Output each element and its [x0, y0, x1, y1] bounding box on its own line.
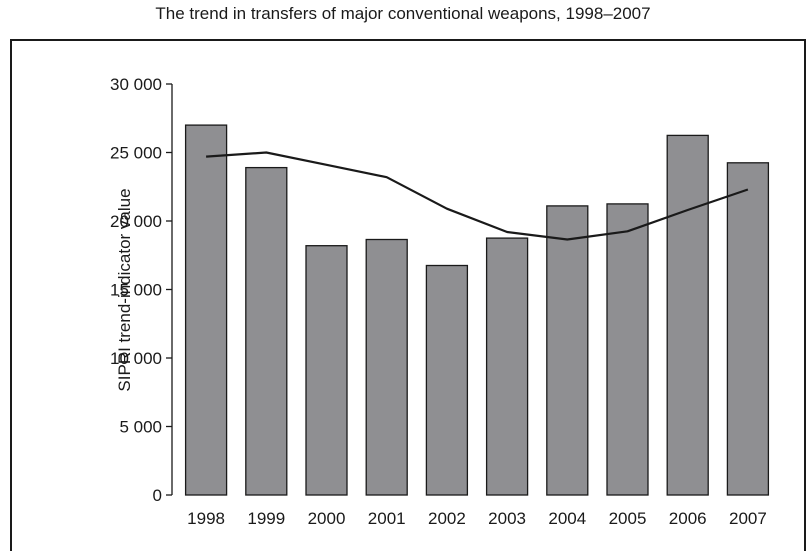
- x-tick-label: 2006: [669, 509, 707, 528]
- y-tick-label: 20 000: [110, 212, 162, 231]
- bar-2000: [305, 245, 348, 496]
- bar-2001: [365, 238, 408, 496]
- y-tick-label: 15 000: [110, 281, 162, 300]
- y-tick-label: 25 000: [110, 144, 162, 163]
- bar-2007: [726, 162, 770, 496]
- x-tick-label: 2001: [368, 509, 406, 528]
- y-axis-title: SIPRI trend-indicator value: [115, 188, 134, 391]
- x-tick-label: 2007: [729, 509, 767, 528]
- bar-2002: [425, 264, 469, 496]
- x-tick-label: 2005: [609, 509, 647, 528]
- x-tick-label: 2002: [428, 509, 466, 528]
- bar-2005: [606, 203, 649, 496]
- chart-title: The trend in transfers of major conventi…: [155, 4, 651, 23]
- bar-2004: [546, 205, 589, 496]
- x-tick-label: 2004: [548, 509, 586, 528]
- bar-1999: [245, 166, 288, 496]
- x-tick-label: 2000: [308, 509, 346, 528]
- x-tick-label: 1998: [187, 509, 225, 528]
- chart-frame: [10, 39, 806, 551]
- y-tick-label: 30 000: [110, 75, 162, 94]
- x-tick-label: 2003: [488, 509, 526, 528]
- y-tick-label: 5 000: [119, 418, 162, 437]
- trend-line: [206, 151, 749, 241]
- y-tick-label: 10 000: [110, 349, 162, 368]
- x-tick-label: 1999: [247, 509, 285, 528]
- bar-1998: [184, 124, 228, 496]
- bar-2003: [485, 237, 529, 496]
- y-tick-label: 0: [153, 486, 162, 505]
- bar-2006: [666, 134, 709, 496]
